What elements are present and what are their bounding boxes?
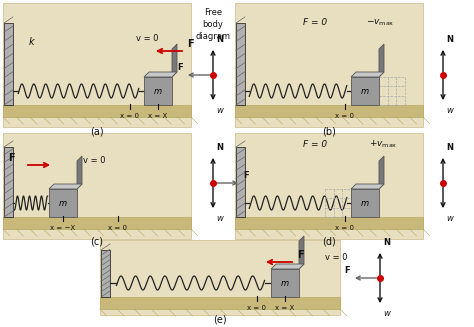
Bar (235, 133, 423, 239)
Text: F = 0: F = 0 (303, 18, 327, 27)
Bar (144, 77, 172, 105)
Polygon shape (379, 44, 384, 77)
Bar (236, 23, 245, 105)
Text: F: F (177, 63, 183, 72)
Bar (100, 240, 340, 315)
Bar (4, 23, 13, 105)
Text: (b): (b) (322, 127, 336, 137)
Text: x = X: x = X (275, 305, 295, 311)
Text: w: w (216, 106, 223, 115)
Text: x = 0: x = 0 (247, 305, 266, 311)
Bar (351, 77, 379, 105)
Text: Free
body
diagram: Free body diagram (195, 8, 230, 41)
Text: F: F (187, 39, 193, 49)
Polygon shape (351, 72, 384, 77)
Text: (a): (a) (90, 127, 104, 137)
Text: m: m (361, 88, 369, 96)
Text: x = 0: x = 0 (336, 113, 355, 119)
Text: w: w (383, 309, 390, 318)
Polygon shape (351, 184, 384, 189)
Text: F: F (297, 250, 304, 260)
Text: (d): (d) (322, 237, 336, 247)
Bar (235, 105, 423, 117)
Text: N: N (446, 35, 453, 44)
Bar (351, 189, 379, 217)
Bar (236, 147, 245, 217)
Bar (235, 217, 423, 229)
Text: v = 0: v = 0 (325, 253, 347, 262)
Text: N: N (383, 238, 390, 247)
Text: x = 0: x = 0 (120, 113, 139, 119)
Polygon shape (299, 236, 304, 269)
Text: $+v_{\rm max}$: $+v_{\rm max}$ (369, 139, 397, 150)
Polygon shape (77, 156, 82, 189)
Text: (e): (e) (213, 315, 227, 325)
Text: m: m (59, 199, 67, 209)
Polygon shape (49, 184, 82, 189)
Bar (3, 3, 191, 127)
Text: F = 0: F = 0 (303, 140, 327, 149)
Bar (3, 217, 191, 229)
Bar (235, 3, 423, 127)
Bar (49, 189, 77, 217)
Text: m: m (281, 280, 289, 288)
Text: w: w (446, 214, 453, 223)
Bar (3, 133, 191, 239)
Text: (c): (c) (91, 237, 103, 247)
Text: N: N (446, 143, 453, 152)
Text: $-v_{\rm max}$: $-v_{\rm max}$ (366, 18, 394, 28)
Polygon shape (144, 72, 177, 77)
Text: N: N (216, 143, 223, 152)
Text: v = 0: v = 0 (83, 156, 106, 165)
Polygon shape (172, 44, 177, 77)
Text: w: w (446, 106, 453, 115)
Text: m: m (361, 199, 369, 209)
Text: F: F (243, 171, 249, 180)
Text: w: w (216, 214, 223, 223)
Text: m: m (154, 88, 162, 96)
Text: N: N (216, 35, 223, 44)
Text: x = 0: x = 0 (109, 225, 128, 231)
Bar (101, 250, 110, 297)
Bar (271, 269, 299, 297)
Bar (100, 297, 340, 309)
Bar (4, 147, 13, 217)
Polygon shape (271, 264, 304, 269)
Text: F: F (9, 153, 15, 163)
Bar (3, 105, 191, 117)
Text: x = 0: x = 0 (336, 225, 355, 231)
Text: k: k (29, 37, 35, 47)
Text: v = 0: v = 0 (136, 34, 158, 43)
Text: F: F (345, 266, 350, 275)
Polygon shape (379, 156, 384, 189)
Text: x = X: x = X (148, 113, 168, 119)
Text: x = −X: x = −X (50, 225, 75, 231)
